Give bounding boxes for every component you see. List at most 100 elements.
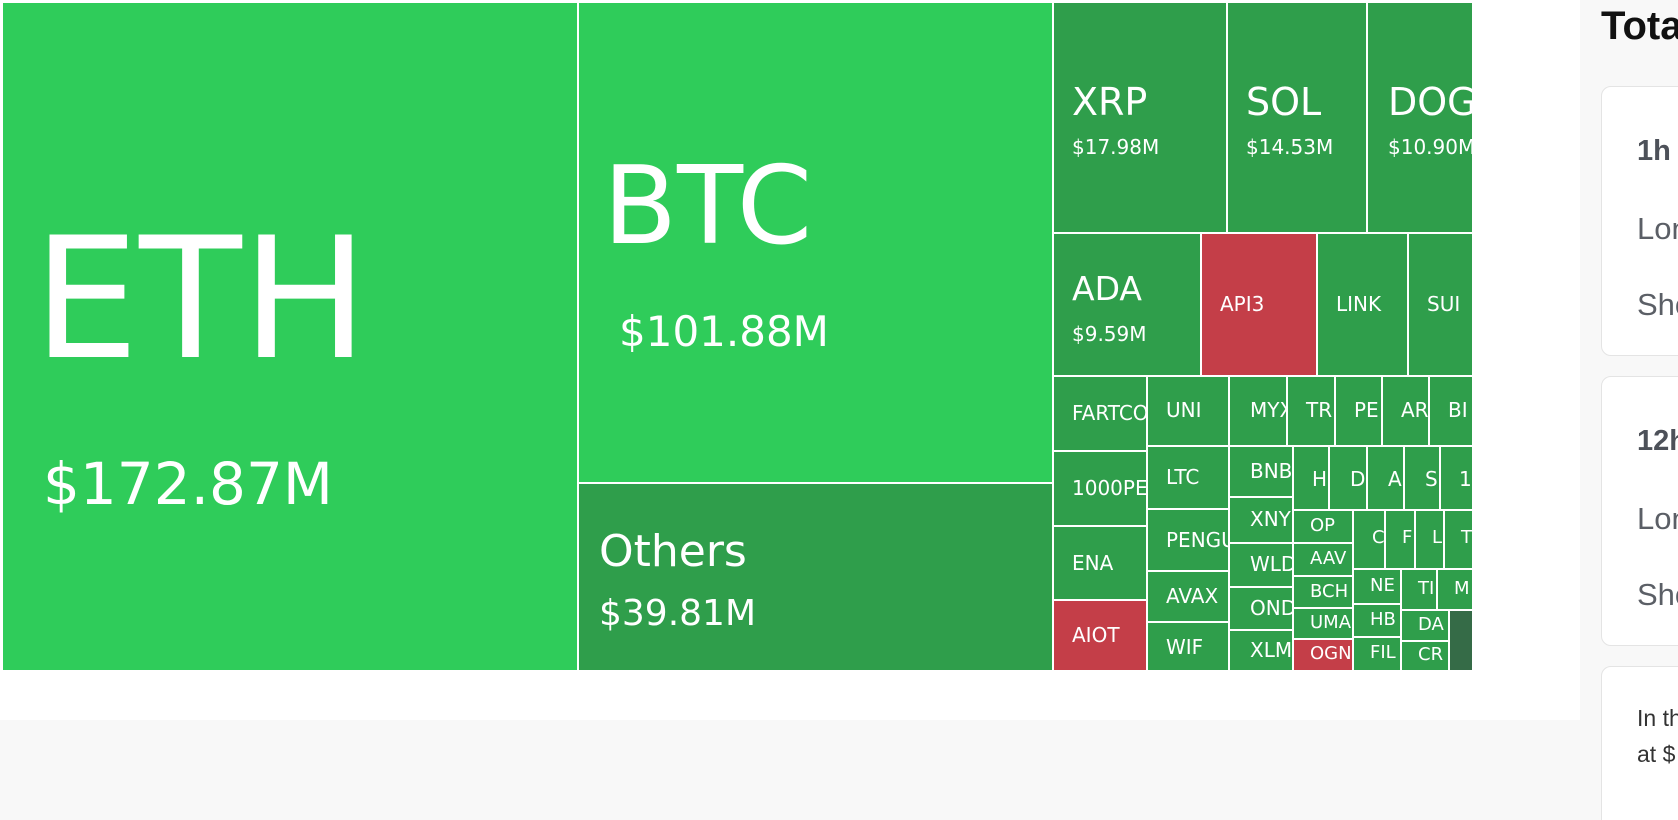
treemap-symbol: S bbox=[1425, 467, 1438, 491]
treemap-symbol: FARTCO bbox=[1072, 401, 1147, 425]
treemap-symbol: WLD bbox=[1250, 552, 1293, 576]
treemap-symbol: XLM bbox=[1250, 638, 1293, 662]
treemap-symbol: OND bbox=[1250, 596, 1293, 620]
treemap-symbol: AIOT bbox=[1072, 623, 1120, 647]
treemap-symbol: PE bbox=[1354, 398, 1379, 422]
treemap-cell-link[interactable]: LINK bbox=[1317, 233, 1408, 376]
treemap-symbol: F bbox=[1402, 527, 1413, 548]
treemap-symbol: XNY bbox=[1250, 507, 1291, 531]
treemap-symbol: 1 bbox=[1459, 467, 1472, 491]
treemap-cell-wld[interactable]: WLD bbox=[1229, 543, 1293, 587]
treemap-symbol: API3 bbox=[1220, 292, 1265, 316]
treemap-cell-h[interactable]: H bbox=[1293, 446, 1329, 510]
treemap-cell-l[interactable]: L bbox=[1415, 510, 1444, 569]
treemap-cell-t[interactable]: T bbox=[1444, 510, 1473, 569]
treemap-cell-hb[interactable]: HB bbox=[1353, 604, 1401, 637]
treemap-symbol: NE bbox=[1370, 575, 1395, 596]
treemap-cell-da[interactable]: DA bbox=[1401, 610, 1449, 641]
treemap-cell-unlabeled[interactable] bbox=[1449, 610, 1473, 671]
summary-line-1: In th bbox=[1637, 705, 1678, 731]
treemap-cell-1[interactable]: 1 bbox=[1440, 446, 1473, 510]
treemap-cell-pe[interactable]: PE bbox=[1335, 376, 1382, 446]
treemap-symbol: OGN bbox=[1310, 643, 1352, 664]
treemap-cell-bch[interactable]: BCH bbox=[1293, 576, 1353, 608]
treemap-cell-myx[interactable]: MYX bbox=[1229, 376, 1287, 446]
treemap-symbol: HB bbox=[1370, 609, 1396, 630]
treemap-cell-ltc[interactable]: LTC bbox=[1147, 446, 1229, 509]
summary-line-2: at $ bbox=[1637, 741, 1676, 767]
treemap-symbol: ENA bbox=[1072, 551, 1114, 575]
treemap-cell-sol[interactable]: SOL $14.53M bbox=[1227, 2, 1367, 233]
treemap-symbol: LINK bbox=[1336, 292, 1382, 316]
treemap-cell-ti[interactable]: TI bbox=[1401, 569, 1437, 610]
treemap-symbol: TI bbox=[1418, 578, 1435, 599]
treemap-cell-xny[interactable]: XNY bbox=[1229, 497, 1293, 543]
treemap-cell-tr[interactable]: TR bbox=[1287, 376, 1335, 446]
treemap-cell-ond[interactable]: OND bbox=[1229, 587, 1293, 630]
treemap-cell-op[interactable]: OP bbox=[1293, 510, 1353, 543]
treemap-symbol: T bbox=[1461, 527, 1472, 548]
treemap-cell-uni[interactable]: UNI bbox=[1147, 376, 1229, 446]
treemap-symbol: SUI bbox=[1427, 292, 1461, 316]
treemap-cell-ogn[interactable]: OGN bbox=[1293, 639, 1353, 671]
treemap-cell-aiot[interactable]: AIOT bbox=[1053, 600, 1147, 671]
treemap-cell-pengu[interactable]: PENGU bbox=[1147, 509, 1229, 571]
treemap-cell-bi[interactable]: BI bbox=[1429, 376, 1473, 446]
treemap-symbol: MYX bbox=[1250, 398, 1286, 422]
treemap-symbol: UMA bbox=[1310, 612, 1352, 633]
treemap-cell-avax[interactable]: AVAX bbox=[1147, 571, 1229, 622]
card-1h: 1h Lon Sho bbox=[1601, 86, 1678, 356]
treemap-cell-ar[interactable]: AR bbox=[1382, 376, 1429, 446]
treemap-cell-fil[interactable]: FIL bbox=[1353, 637, 1401, 671]
treemap-cell-uma[interactable]: UMA bbox=[1293, 608, 1353, 639]
card-1h-short-label: Sho bbox=[1637, 287, 1678, 322]
treemap-cell-xlm[interactable]: XLM bbox=[1229, 630, 1293, 671]
treemap-symbol: M bbox=[1454, 578, 1470, 599]
treemap-symbol: LTC bbox=[1166, 465, 1200, 489]
treemap-symbol: CR bbox=[1418, 644, 1444, 665]
treemap-symbol: OP bbox=[1310, 515, 1336, 536]
treemap-symbol: AAV bbox=[1310, 548, 1347, 569]
treemap-value: $172.87M bbox=[43, 450, 333, 518]
treemap-symbol: ETH bbox=[33, 201, 369, 397]
treemap-value: $39.81M bbox=[599, 593, 757, 634]
treemap-cell-wif[interactable]: WIF bbox=[1147, 622, 1229, 671]
card-12h-period: 12h bbox=[1637, 425, 1678, 457]
treemap-cell-s[interactable]: S bbox=[1404, 446, 1440, 510]
treemap-symbol: BCH bbox=[1310, 581, 1349, 602]
treemap-cell-1000pe[interactable]: 1000PE bbox=[1053, 451, 1147, 526]
treemap-cell-aav[interactable]: AAV bbox=[1293, 543, 1353, 576]
treemap-value: $17.98M bbox=[1072, 135, 1160, 159]
treemap-symbol: DA bbox=[1418, 614, 1444, 635]
treemap-cell-btc[interactable]: BTC $101.88M bbox=[578, 2, 1053, 483]
treemap-cell-f[interactable]: F bbox=[1385, 510, 1415, 569]
treemap-cell-sui[interactable]: SUI bbox=[1408, 233, 1473, 376]
treemap-symbol: BI bbox=[1448, 398, 1468, 422]
card-summary: In th at $ bbox=[1601, 666, 1678, 820]
treemap-cell-eth[interactable]: ETH $172.87M bbox=[2, 2, 578, 671]
treemap-symbol: H bbox=[1312, 467, 1328, 491]
treemap-cell-c[interactable]: C bbox=[1353, 510, 1385, 569]
treemap-cell-cr[interactable]: CR bbox=[1401, 641, 1449, 671]
treemap-cell-d[interactable]: D bbox=[1329, 446, 1367, 510]
treemap-cell-ena[interactable]: ENA bbox=[1053, 526, 1147, 600]
treemap-symbol: PENGU bbox=[1166, 528, 1229, 552]
treemap-value: $101.88M bbox=[619, 307, 829, 356]
treemap-cell-ada[interactable]: ADA $9.59M bbox=[1053, 233, 1201, 376]
treemap-cell-fartco[interactable]: FARTCO bbox=[1053, 376, 1147, 451]
liquidation-sidebar: Tota 1h Lon Sho 12h Lon Sho In th at $ bbox=[1580, 0, 1678, 820]
treemap-cell-a[interactable]: A bbox=[1367, 446, 1404, 510]
treemap-symbol: DOG bbox=[1388, 80, 1473, 124]
card-1h-long-label: Lon bbox=[1637, 211, 1678, 246]
treemap-symbol: UNI bbox=[1166, 398, 1202, 422]
treemap-symbol: Others bbox=[599, 526, 747, 577]
treemap-cell-m[interactable]: M bbox=[1437, 569, 1473, 610]
treemap-cell-dog[interactable]: DOG $10.90M bbox=[1367, 2, 1473, 233]
treemap-symbol: A bbox=[1388, 467, 1402, 491]
treemap-cell-api3[interactable]: API3 bbox=[1201, 233, 1317, 376]
treemap-cell-ne[interactable]: NE bbox=[1353, 569, 1401, 604]
treemap-cell-others[interactable]: Others $39.81M bbox=[578, 483, 1053, 671]
treemap-cell-bnb[interactable]: BNB bbox=[1229, 446, 1293, 497]
treemap-cell-xrp[interactable]: XRP $17.98M bbox=[1053, 2, 1227, 233]
treemap-symbol: C bbox=[1372, 527, 1385, 548]
